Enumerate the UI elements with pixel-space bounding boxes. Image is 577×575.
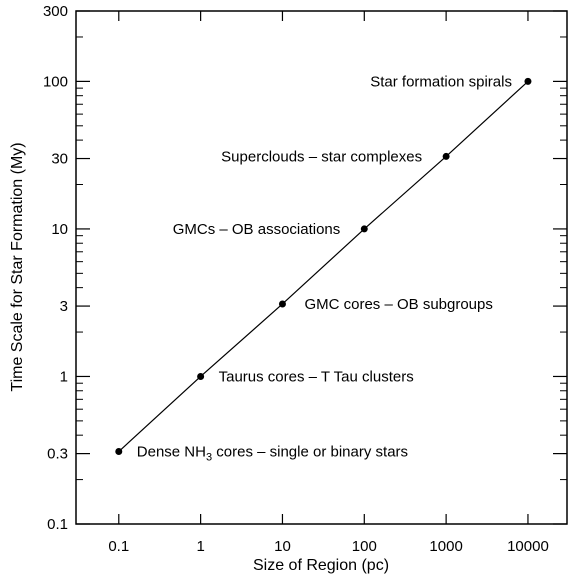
y-axis-ticks: 0.1 0.3 1 3 10 30 100 300 <box>43 3 567 533</box>
nh3-label-subscript: 3 <box>206 452 212 464</box>
y-tick-label: 30 <box>51 151 68 168</box>
point-label: Taurus cores – T Tau clusters <box>219 368 414 385</box>
x-tick-label: 1 <box>196 538 204 555</box>
point-label: Superclouds – star complexes <box>221 148 422 165</box>
data-point <box>115 448 123 456</box>
x-tick-label: 10000 <box>507 538 549 555</box>
x-tick-label: 1000 <box>429 538 462 555</box>
y-tick-label: 1 <box>60 368 68 385</box>
point-label: GMCs – OB associations <box>173 221 341 238</box>
x-tick-label: 10 <box>274 538 291 555</box>
y-tick-label: 0.1 <box>47 516 68 533</box>
point-label: Star formation spirals <box>370 73 512 90</box>
y-tick-label: 0.3 <box>47 446 68 463</box>
nh3-label-prefix: Dense NH <box>137 444 206 461</box>
y-tick-label: 100 <box>43 73 68 90</box>
data-point <box>197 372 205 380</box>
nh3-label-suffix: cores – single or binary stars <box>212 444 408 461</box>
minor-ticks <box>76 36 567 481</box>
data-point <box>442 152 450 160</box>
point-labels: Dense NH3 cores – single or binary stars… <box>137 73 512 463</box>
y-tick-label: 10 <box>51 221 68 238</box>
data-point <box>278 300 286 308</box>
y-tick-label: 300 <box>43 3 68 20</box>
point-label-nh3: Dense NH3 cores – single or binary stars <box>137 444 408 464</box>
y-axis-label: Time Scale for Star Formation (My) <box>9 142 26 391</box>
x-axis-label: Size of Region (pc) <box>253 557 389 574</box>
x-axis-ticks: 0.1 1 10 100 1000 10000 <box>108 11 549 555</box>
data-points <box>115 77 532 456</box>
x-tick-label: 100 <box>352 538 377 555</box>
point-label: GMC cores – OB subgroups <box>304 296 492 313</box>
plot-frame <box>75 10 568 525</box>
x-tick-label: 0.1 <box>108 538 129 555</box>
series-line <box>118 80 529 452</box>
data-point <box>524 77 532 85</box>
y-tick-label: 3 <box>60 298 68 315</box>
data-point <box>360 225 368 233</box>
